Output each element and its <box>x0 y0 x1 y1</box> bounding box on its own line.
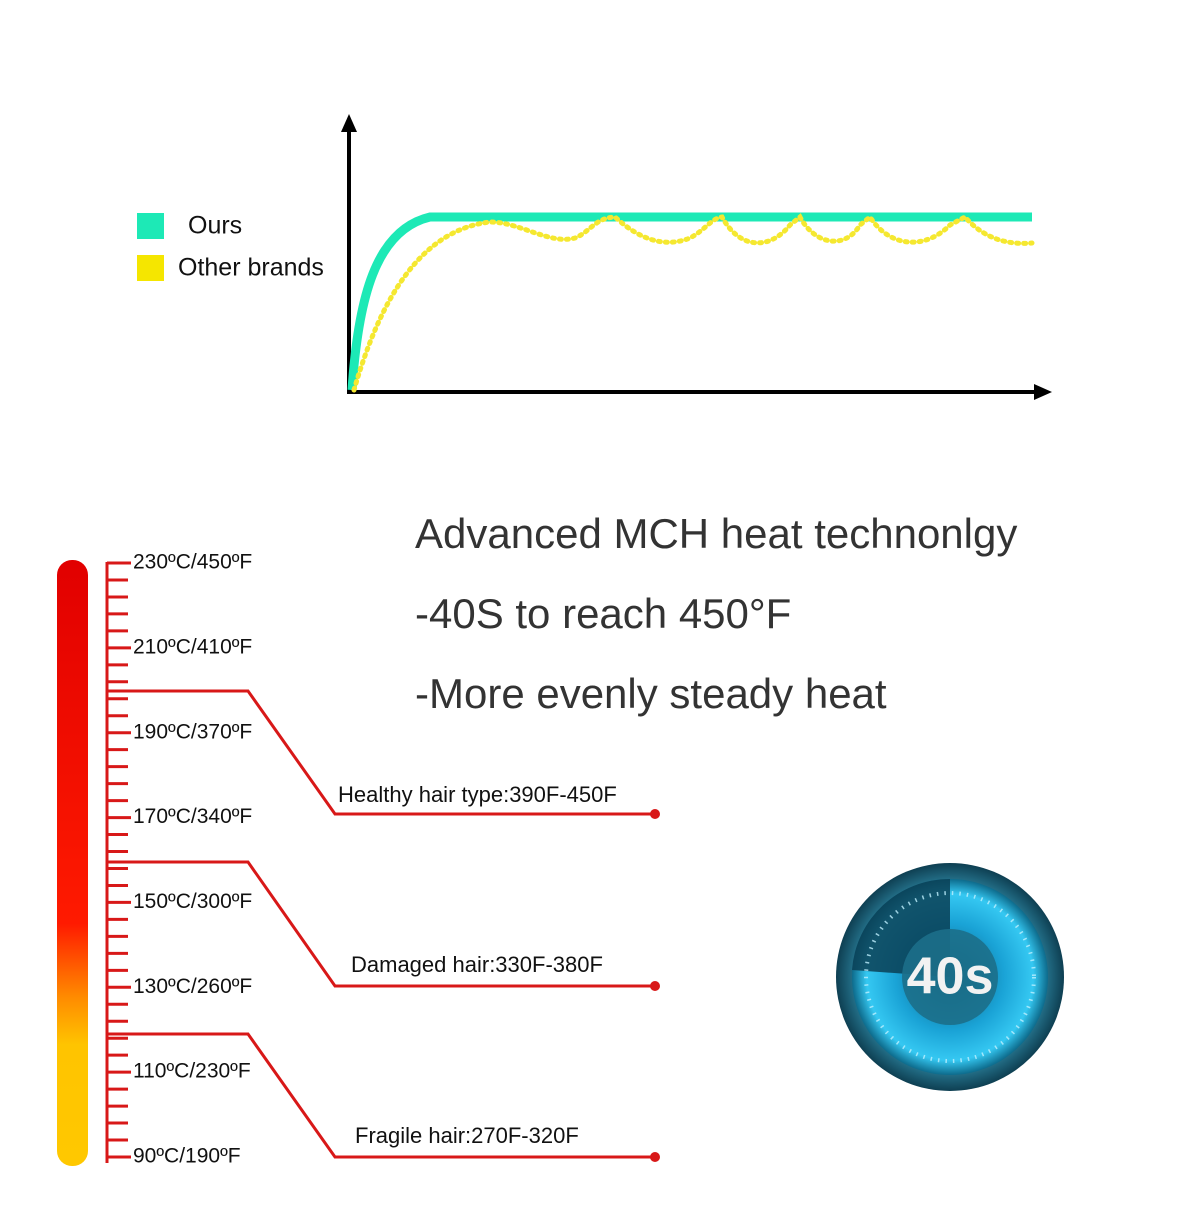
scale-label: 90ºC/190ºF <box>133 1145 241 1168</box>
heat-chart: Ours Other brands <box>137 114 1052 400</box>
hair-type: Damaged hair:330F-380F <box>351 952 603 977</box>
y-arrow <box>341 114 357 132</box>
bracket-dot <box>650 809 660 819</box>
legend-label: Other brands <box>178 254 324 282</box>
hair-type: Fragile hair:270F-320F <box>355 1123 579 1148</box>
scale-label: 230ºC/450ºF <box>133 551 252 574</box>
other-brands-curve <box>351 213 1035 393</box>
thermometer <box>57 560 88 1166</box>
scale-label: 130ºC/260ºF <box>133 975 252 998</box>
legend-swatch <box>137 213 164 239</box>
bracket-dot <box>650 1152 660 1162</box>
headline: -More evenly steady heat <box>415 670 887 717</box>
scale-label: 170ºC/340ºF <box>133 805 252 828</box>
scale-label: 210ºC/410ºF <box>133 635 252 658</box>
bracket-dot <box>650 981 660 991</box>
legend-label: Ours <box>188 212 242 240</box>
hair-brackets <box>107 689 655 1159</box>
scale-label: 110ºC/230ºF <box>133 1060 251 1083</box>
headline: Advanced MCH heat technonlgy <box>415 510 1017 557</box>
x-arrow <box>1034 384 1052 400</box>
scale-label: 150ºC/300ºF <box>133 890 252 913</box>
scale-label: 190ºC/370ºF <box>133 720 252 743</box>
timer-badge: 40s <box>836 863 1064 1091</box>
hair-type: Healthy hair type:390F-450F <box>338 782 617 807</box>
legend-swatch <box>137 255 164 281</box>
badge-label: 40s <box>907 948 994 1006</box>
ours-curve <box>347 212 1032 391</box>
headline: -40S to reach 450°F <box>415 590 791 637</box>
temperature-scale: 230ºC/450ºF 210ºC/410ºF 190ºC/370ºF 170ºC/3… <box>105 551 252 1168</box>
